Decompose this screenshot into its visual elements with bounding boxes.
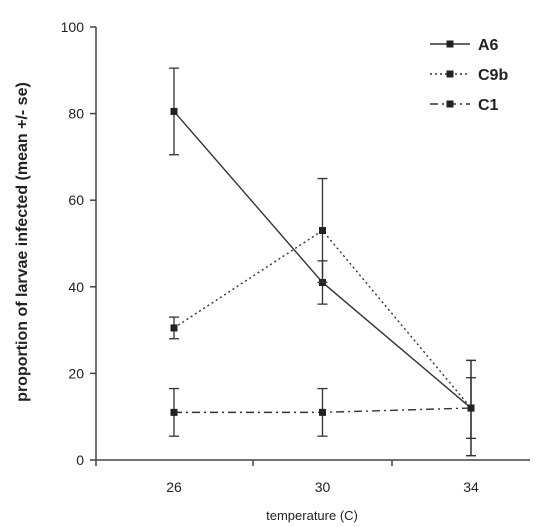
data-point: [170, 324, 178, 332]
legend-label: A6: [478, 37, 499, 54]
y-tick-label: 80: [68, 106, 84, 122]
x-axis-label: temperature (C): [266, 508, 358, 523]
data-point: [319, 408, 326, 416]
data-point: [170, 107, 178, 115]
x-tick-label: 26: [166, 479, 182, 495]
y-axis-label: proportion of larvae infected (mean +/- …: [14, 82, 31, 402]
legend-swatch-marker: [446, 100, 454, 108]
y-tick-label: 100: [61, 19, 85, 35]
y-tick-label: 20: [68, 365, 84, 381]
legend-label: C9b: [478, 67, 508, 84]
y-tick-label: 60: [68, 192, 84, 208]
series-group: [169, 67, 476, 457]
x-tick-label: 34: [463, 479, 479, 495]
series-line: [173, 229, 472, 409]
data-point: [467, 404, 475, 412]
legend-swatch-marker: [446, 40, 454, 48]
data-point: [170, 408, 178, 416]
legend-label: C1: [478, 97, 499, 114]
data-point: [319, 227, 326, 235]
x-tick-label: 30: [315, 479, 331, 495]
y-tick-label: 40: [68, 279, 84, 295]
y-tick-label: 0: [76, 452, 84, 468]
legend-swatch-marker: [446, 70, 454, 78]
axes: 0 20 40 60 80 100 26 30 34: [61, 19, 530, 495]
legend: A6 C9b C1: [430, 37, 508, 114]
series-c1: [169, 359, 476, 457]
